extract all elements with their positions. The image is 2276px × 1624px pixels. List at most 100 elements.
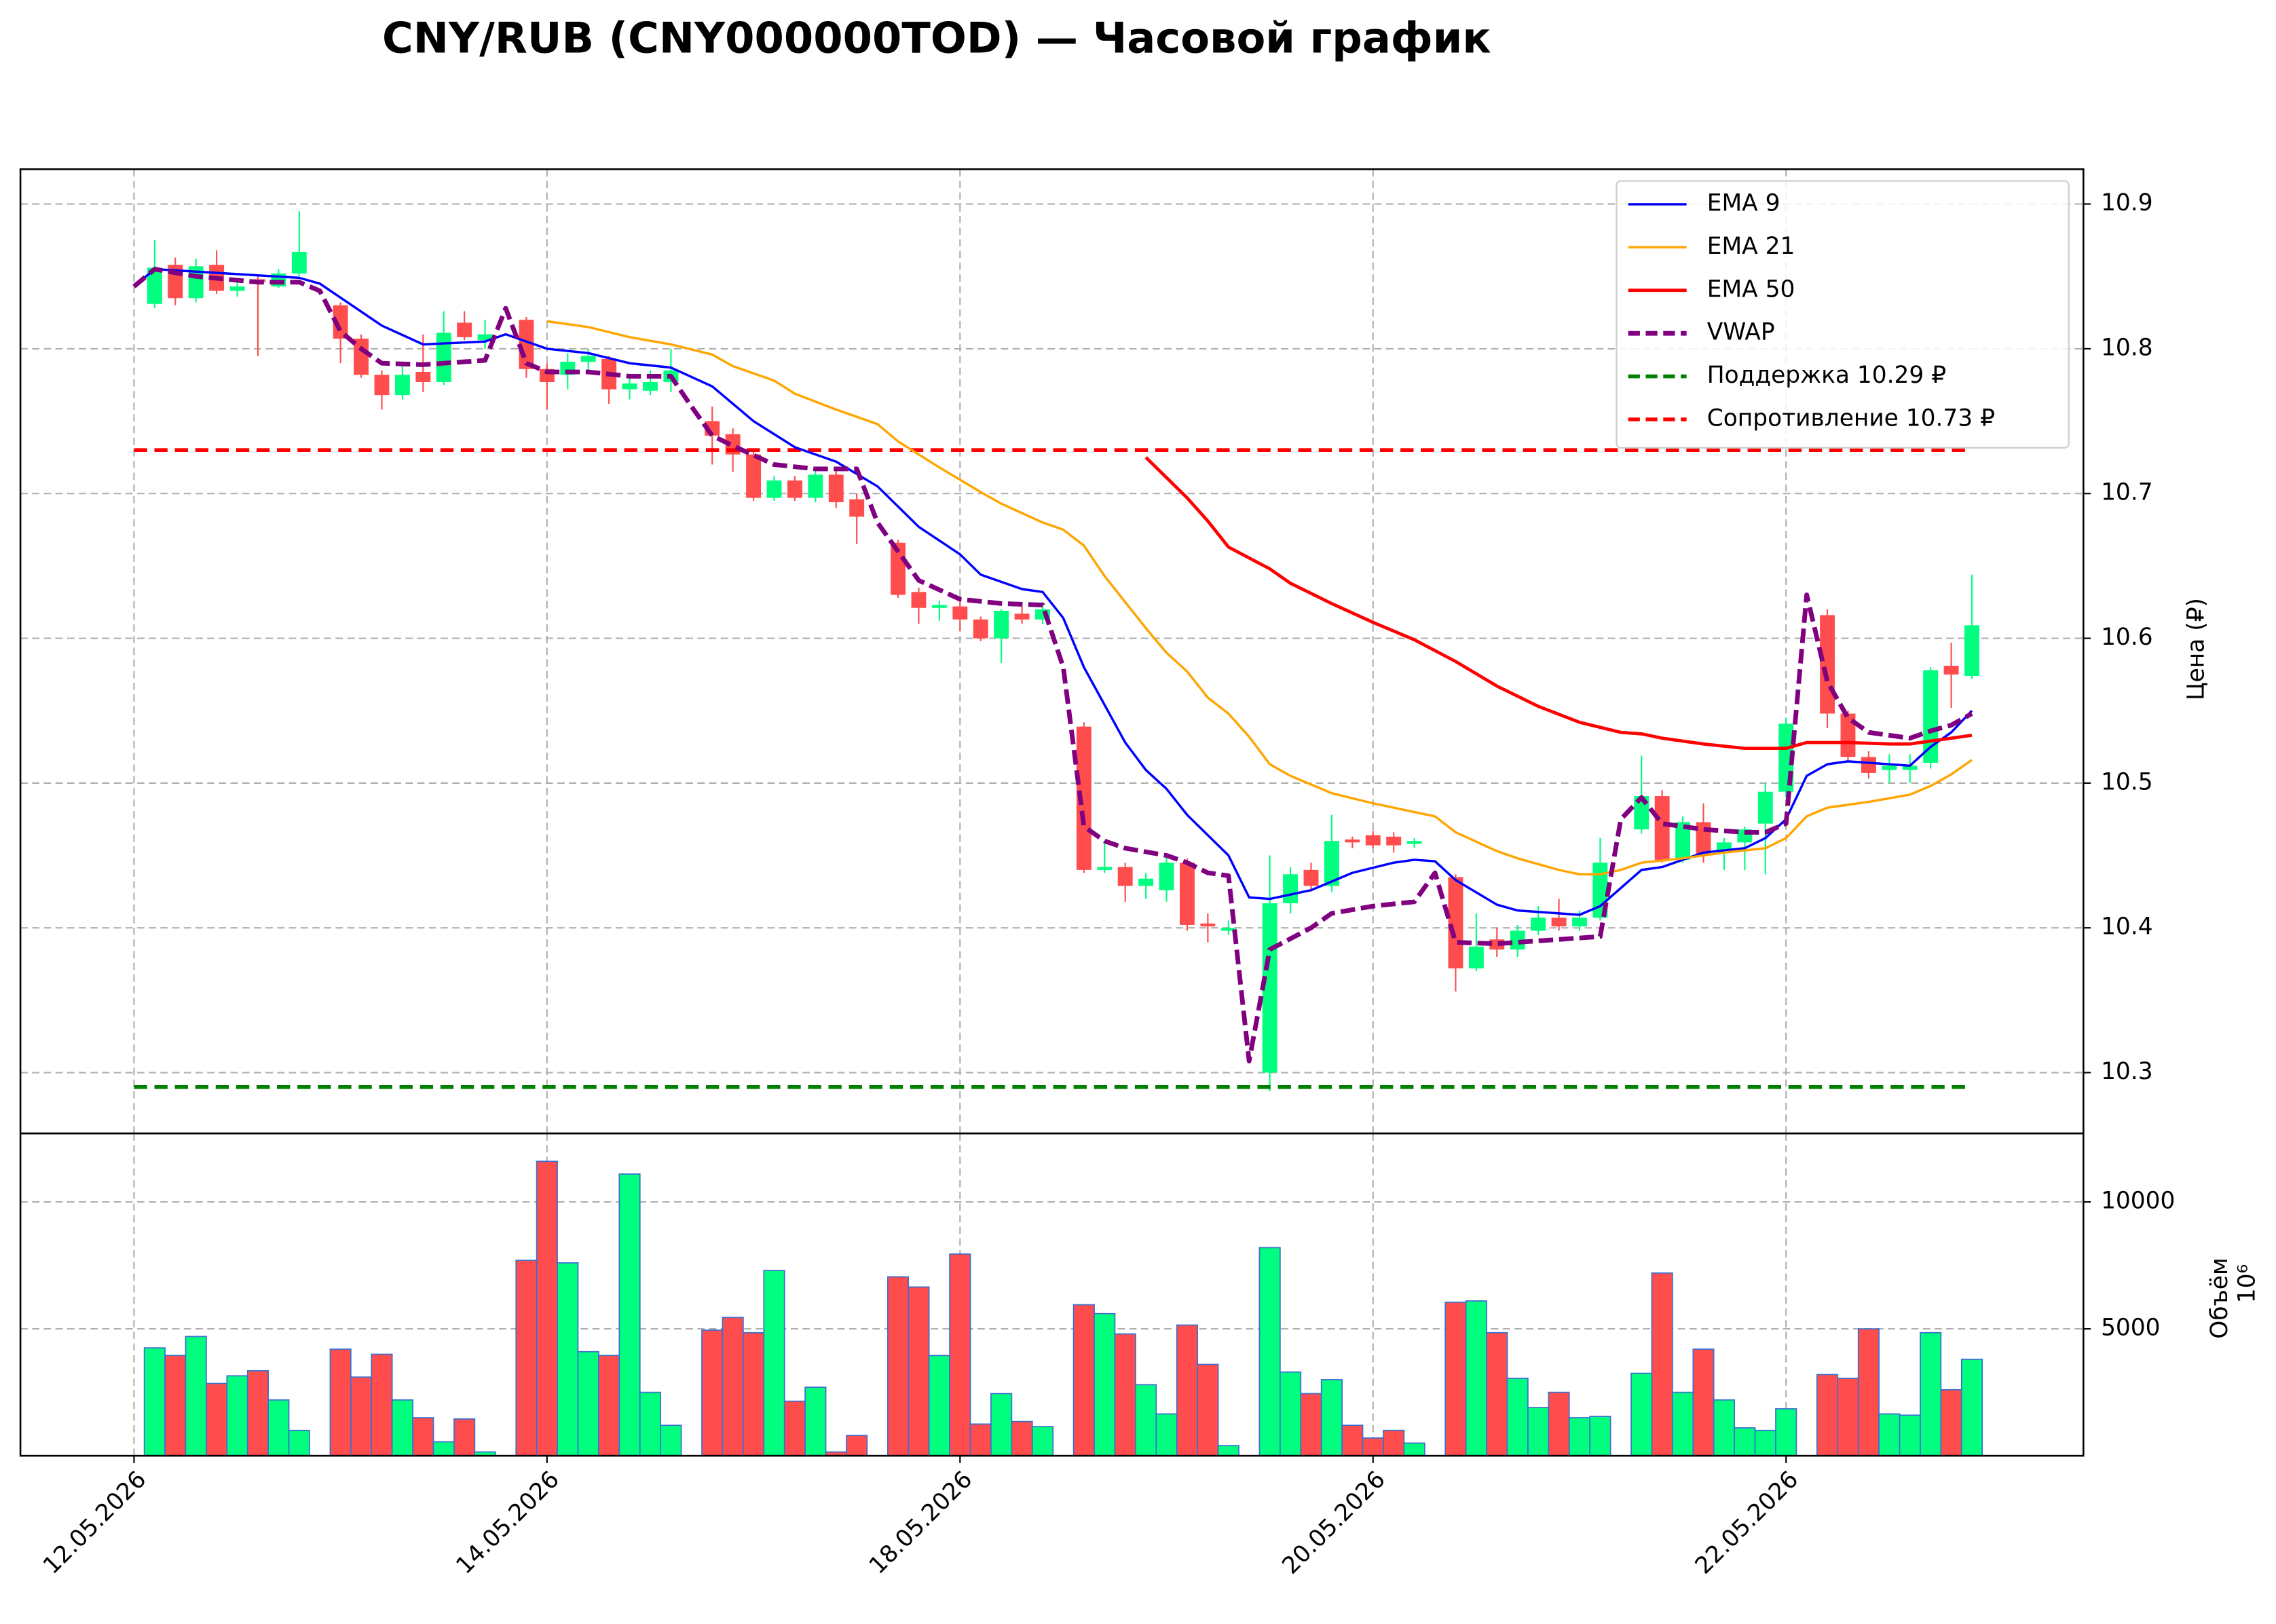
volume-bar [391, 1399, 413, 1456]
volume-bar [1258, 1247, 1281, 1456]
candle-body [1180, 863, 1195, 925]
volume-bar [267, 1399, 290, 1456]
candle-body [746, 454, 762, 498]
candle-body [1696, 822, 1711, 856]
x-tick-label: 14.05.2026 [451, 1466, 564, 1579]
x-tick-label: 22.05.2026 [1690, 1466, 1804, 1579]
volume-bar [1094, 1313, 1116, 1456]
candle-body [1097, 867, 1113, 870]
volume-bar [1692, 1348, 1715, 1456]
volume-bar [1300, 1393, 1322, 1456]
candle-body [808, 474, 823, 498]
volume-bar [1568, 1417, 1591, 1456]
candle-body [622, 383, 637, 390]
volume-bar [1775, 1408, 1797, 1456]
candle-body [1406, 841, 1422, 844]
candle-body [1324, 841, 1339, 886]
y-tick-label: 10000 [2101, 1188, 2175, 1215]
volume-bar [928, 1355, 950, 1456]
candle-body [1200, 923, 1216, 927]
volume-bar [1651, 1272, 1673, 1456]
legend-label: VWAP [1707, 319, 1775, 346]
volume-bar [846, 1435, 868, 1456]
y-tick-label: 10.9 [2101, 189, 2153, 216]
candle-body [291, 251, 307, 273]
volume-bar [288, 1429, 310, 1456]
volume-bar [701, 1329, 724, 1456]
volume-bar [1465, 1300, 1487, 1456]
volume-bar [722, 1317, 744, 1456]
legend-label: EMA 21 [1707, 233, 1795, 260]
candle-body [828, 474, 844, 503]
x-tick-label: 20.05.2026 [1277, 1466, 1390, 1579]
volume-bar [1217, 1445, 1239, 1456]
candle-body [147, 267, 162, 304]
candle-body [1386, 836, 1402, 846]
candle-body [849, 499, 865, 517]
volume-bar [1197, 1363, 1219, 1456]
candle-body [1861, 757, 1876, 773]
legend-label: Сопротивление 10.73 ₽ [1707, 405, 1995, 432]
volume-bar [1383, 1429, 1405, 1456]
candle-body [1943, 666, 1959, 675]
candle-body [1014, 613, 1030, 620]
volume-bar [949, 1253, 971, 1456]
candle-body [1675, 822, 1691, 860]
volume-bar [1341, 1424, 1364, 1456]
volume-bar [804, 1386, 827, 1456]
candle-body [1820, 615, 1835, 714]
legend-label: EMA 50 [1707, 276, 1795, 303]
volume-bar [1548, 1391, 1570, 1456]
candle-body [1840, 713, 1856, 757]
volume-bar [1589, 1416, 1611, 1456]
volume-bar [577, 1351, 599, 1456]
volume-bar [598, 1355, 620, 1456]
volume-bar [515, 1260, 538, 1456]
volume-bar [1072, 1304, 1095, 1456]
y-tick-label: 10.3 [2101, 1058, 2153, 1085]
indicator-line [1144, 456, 1973, 751]
y-tick-label: 10.8 [2101, 334, 2153, 361]
candle-body [477, 334, 493, 341]
volume-bar [1114, 1333, 1136, 1456]
volume-bar [1960, 1359, 1983, 1456]
y-axis-label: Цена (₽) [2182, 598, 2209, 700]
candle-body [1220, 928, 1236, 931]
volume-bar [143, 1347, 166, 1456]
candle-body [436, 333, 451, 382]
volume-bar [350, 1376, 373, 1456]
candle-body [1159, 863, 1174, 890]
candle-body [1365, 835, 1381, 846]
candle-body [1076, 726, 1092, 870]
volume-bar [1837, 1378, 1859, 1456]
legend-label: Поддержка 10.29 ₽ [1707, 362, 1946, 389]
volume-bar [557, 1262, 579, 1456]
y-tick-label: 10.5 [2101, 768, 2153, 795]
volume-bar [432, 1441, 455, 1456]
candle-body [394, 375, 410, 396]
volume-bar [1754, 1429, 1776, 1456]
candle-body [1572, 918, 1587, 927]
volume-bar [908, 1286, 930, 1456]
candle-body [766, 480, 782, 498]
candle-body [787, 480, 802, 498]
candle-body [1468, 946, 1484, 968]
volume-bar [969, 1423, 992, 1456]
volume-bar [1857, 1328, 1880, 1456]
candle-body [973, 619, 988, 639]
volume-bar [1920, 1332, 1942, 1456]
candle-body [1117, 867, 1133, 886]
volume-bar [1444, 1301, 1467, 1456]
candle-body [1138, 878, 1154, 886]
volume-offset: 10⁶ [2234, 1264, 2261, 1304]
volume-bar [1899, 1414, 1921, 1456]
volume-bar [536, 1160, 558, 1456]
volume-bar [1940, 1389, 1962, 1456]
candle-body [1551, 918, 1567, 927]
volume-bar [1176, 1324, 1199, 1456]
y-tick-label: 10.7 [2101, 479, 2153, 506]
candle-body [1882, 766, 1897, 770]
candle-body [1902, 766, 1918, 770]
indicator-line [546, 320, 1973, 875]
